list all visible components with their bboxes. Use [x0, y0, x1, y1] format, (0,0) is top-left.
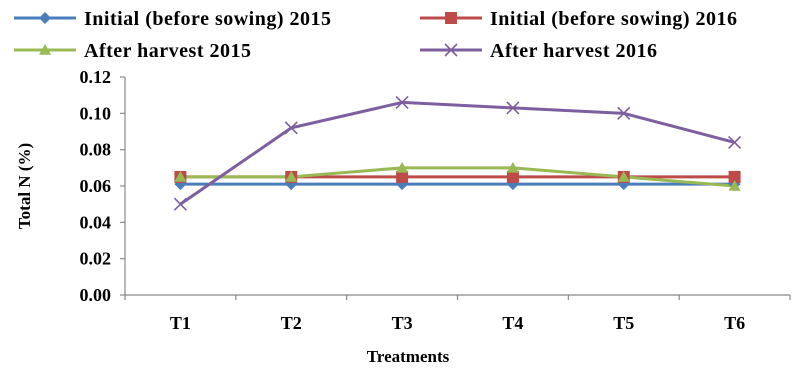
- y-tick-label: 0.04: [80, 212, 112, 232]
- x-tick-label-t3: T3: [392, 313, 413, 333]
- x-tick-label-t4: T4: [502, 313, 523, 333]
- x-tick-label-t1: T1: [170, 313, 191, 333]
- legend-label: After harvest 2015: [84, 40, 251, 62]
- data-point-series-2: [396, 170, 409, 183]
- data-point-series-3: [728, 180, 741, 191]
- y-tick-label: 0.00: [80, 285, 112, 305]
- series-markers: [173, 95, 742, 211]
- data-point-series-4: [506, 101, 520, 115]
- series-line-3: [180, 166, 735, 188]
- legend-label: After harvest 2016: [490, 40, 657, 62]
- data-point-series-3: [617, 170, 630, 182]
- legend-entry-3: After harvest 2015: [14, 40, 251, 62]
- legend-entry-1: Initial (before sowing) 2015: [14, 8, 332, 30]
- y-tick-label: 0.12: [80, 67, 112, 87]
- legend-marker: [39, 12, 51, 24]
- data-point-series-2: [506, 170, 519, 183]
- series-line-4: [179, 100, 735, 206]
- legend: Initial (before sowing) 2015 Initial (bef…: [14, 8, 738, 62]
- x-axis-title: Treatments: [367, 347, 450, 366]
- data-point-series-2: [728, 170, 741, 183]
- legend-entry-4: After harvest 2016: [420, 40, 657, 62]
- x-tick-label-t6: T6: [724, 313, 745, 333]
- data-point-series-3: [506, 161, 519, 173]
- data-point-series-4: [173, 197, 187, 211]
- data-point-series-4: [728, 135, 742, 149]
- y-tick-label: 0.08: [80, 140, 112, 160]
- x-tick-label-t2: T2: [281, 313, 302, 333]
- y-tick-labels: 0.00 0.02 0.04 0.06 0.08 0.10 0.12: [80, 67, 112, 305]
- y-tick-label: 0.06: [80, 176, 112, 196]
- x-tick-label-t5: T5: [613, 313, 634, 333]
- legend-label: Initial (before sowing) 2016: [490, 8, 738, 30]
- data-point-series-4: [284, 121, 298, 135]
- series-lines: [179, 100, 735, 206]
- data-point-series-4: [395, 95, 409, 109]
- legend-entry-2: Initial (before sowing) 2016: [420, 8, 738, 30]
- legend-marker: [39, 44, 51, 55]
- y-axis-title: Total N (%): [15, 143, 34, 229]
- x-tick-labels: T1 T2 T3 T4 T5 T6: [170, 313, 745, 333]
- data-point-series-4: [617, 106, 631, 120]
- legend-label: Initial (before sowing) 2015: [84, 8, 332, 30]
- legend-marker: [445, 12, 457, 24]
- x-axis: [124, 294, 791, 300]
- y-axis: [120, 76, 126, 296]
- data-point-series-3: [396, 161, 409, 173]
- legend-marker: [444, 43, 458, 57]
- y-tick-label: 0.02: [80, 249, 112, 269]
- y-tick-label: 0.10: [80, 103, 112, 123]
- data-point-series-3: [174, 170, 187, 182]
- data-point-series-3: [285, 170, 298, 182]
